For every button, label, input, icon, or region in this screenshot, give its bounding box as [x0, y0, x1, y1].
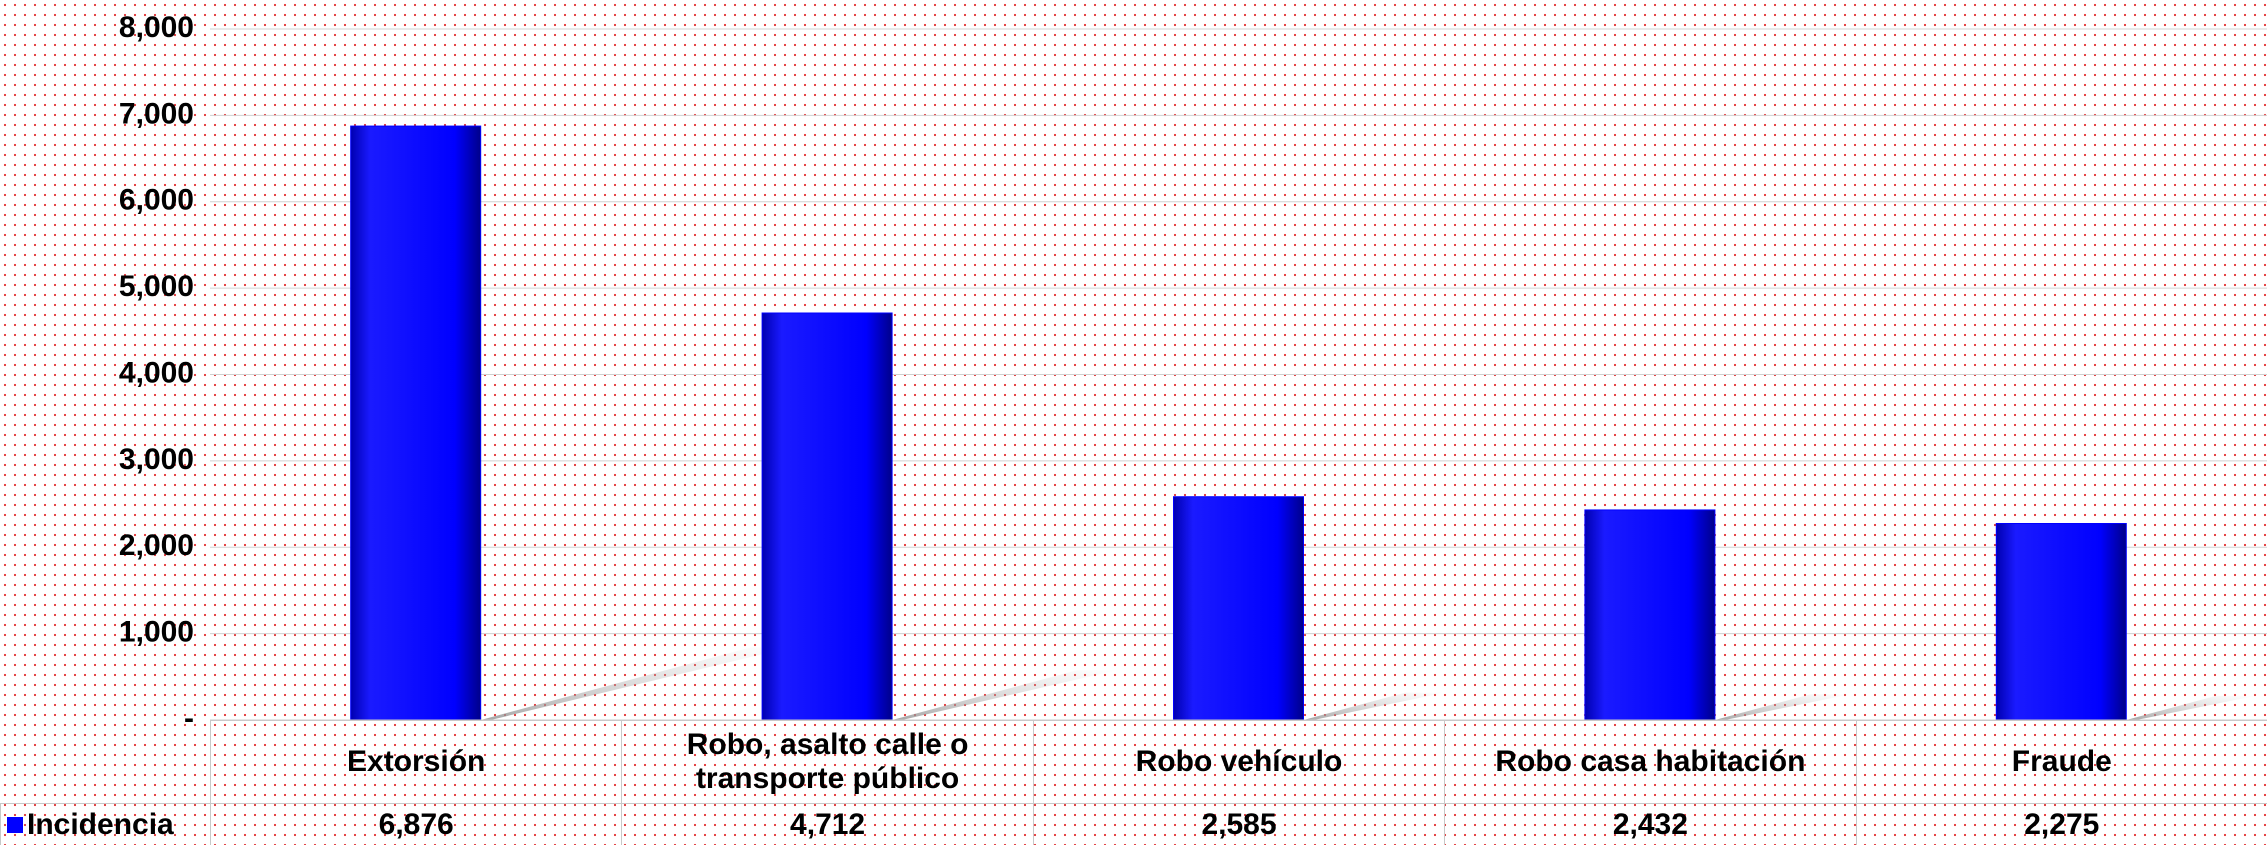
y-tick-label: 8,000: [119, 11, 194, 44]
value-label: 6,876: [210, 803, 622, 845]
y-tick-label: -: [184, 702, 194, 735]
bar: [761, 312, 893, 721]
y-tick-label: 5,000: [119, 270, 194, 303]
legend-label: Incidencia: [27, 807, 174, 841]
bar: [1584, 509, 1716, 721]
y-tick-label: 2,000: [119, 529, 194, 562]
category-label: Fraude: [1855, 720, 2267, 803]
y-tick-label: 1,000: [119, 616, 194, 649]
value-label: 2,585: [1032, 803, 1445, 845]
category-label: Robo casa habitación: [1444, 720, 1856, 803]
y-tick-label: 6,000: [119, 184, 194, 217]
bar-shadow: [2126, 695, 2256, 720]
category-label: Robo vehículo: [1032, 720, 1445, 803]
value-label: 2,275: [1855, 803, 2267, 845]
y-tick-label: 7,000: [119, 97, 194, 130]
legend-cell: Incidencia: [0, 803, 210, 845]
legend-swatch: [7, 816, 23, 833]
bar-shadow: [1714, 694, 1851, 720]
value-label: 2,432: [1444, 803, 1856, 845]
bar-shadow: [892, 670, 1118, 720]
bar-shadow: [480, 647, 791, 720]
bar-shadow: [1303, 692, 1446, 720]
category-label: Robo, asalto calle o transporte público: [621, 720, 1033, 803]
value-label: 4,712: [621, 803, 1033, 845]
category-label: Extorsión: [210, 720, 622, 803]
bar: [350, 125, 482, 721]
y-tick-label: 3,000: [119, 443, 194, 476]
bar: [1995, 522, 2127, 721]
bar: [1173, 496, 1304, 721]
y-tick-label: 4,000: [119, 356, 194, 389]
